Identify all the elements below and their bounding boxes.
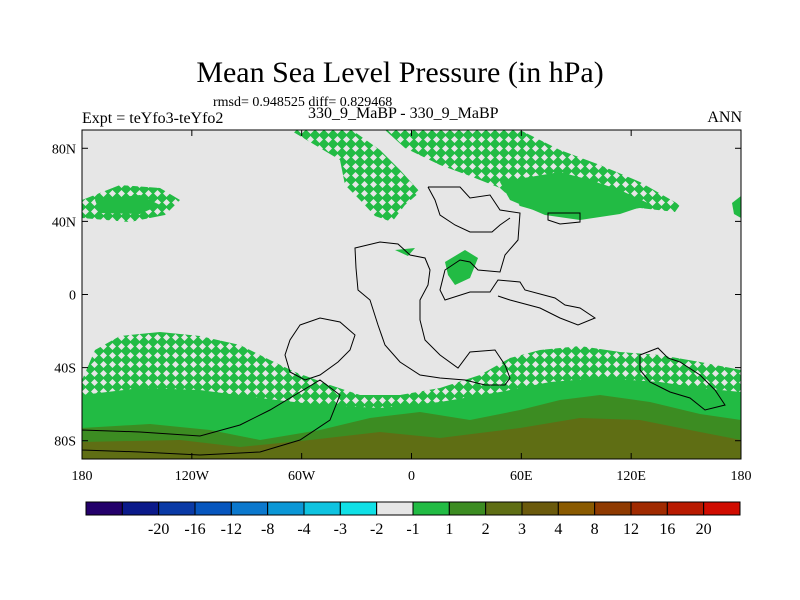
colorbar-label: 16 [659, 521, 675, 538]
colorbar-swatch [557, 501, 596, 516]
colorbar-label: -8 [261, 521, 274, 538]
north-atlantic-band [290, 130, 420, 222]
x-axis: 180 120W 60W 0 60E 120E 180 [72, 130, 752, 484]
experiment-subtitle: 330_9_MaBP - 330_9_MaBP [308, 105, 499, 122]
colorbar-swatch [339, 501, 378, 516]
colorbar-swatch [85, 501, 123, 516]
colorbar-label: -4 [297, 521, 310, 538]
colorbar-label: -12 [221, 521, 242, 538]
tropical-patch [445, 250, 478, 285]
colorbar-swatch [376, 501, 414, 516]
colorbar-swatch [230, 501, 269, 516]
antarctica-outline [82, 379, 341, 456]
experiment-label: Expt = teYfo3-teYfo2 [82, 110, 224, 127]
colorbar-swatch [521, 501, 559, 516]
x-tick-label: 180 [72, 469, 93, 484]
tropical-patch-small [395, 248, 415, 256]
x-tick-label: 60W [288, 469, 316, 484]
eurasia-outline [428, 186, 597, 326]
x-tick-label: 120W [175, 469, 210, 484]
y-tick-label: 40S [54, 362, 76, 377]
colorbar-label: 12 [623, 521, 639, 538]
colorbar-swatch [267, 501, 305, 516]
europe-outline [427, 186, 511, 233]
australia-outline [639, 347, 726, 411]
north-pacific-core-west [95, 195, 160, 214]
north-pacific-band-east [732, 196, 741, 218]
colorbar-label: 8 [591, 521, 599, 538]
colorbar-label: -2 [370, 521, 383, 538]
colorbar-swatch [412, 501, 450, 516]
colorbar-swatch [121, 501, 160, 516]
colorbar: -20 -16 -12 -8 -4 -3 -2 -1 1 2 3 4 8 12 16 20 [85, 501, 741, 538]
x-tick-label: 180 [731, 469, 752, 484]
asia-inset-outline [547, 212, 581, 225]
y-axis: 80N 40N 0 40S 80S [52, 142, 741, 450]
map-field [82, 130, 741, 459]
colorbar-swatch [303, 501, 341, 516]
x-tick-label: 120E [616, 469, 646, 484]
rmsd-diff-stats: rmsd= 0.948525 diff= 0.829468 [213, 95, 393, 110]
map-title: Mean Sea Level Pressure (in hPa) [196, 56, 604, 89]
colorbar-swatch [158, 501, 196, 516]
x-tick-label: 0 [408, 469, 415, 484]
colorbar-swatch [666, 501, 705, 516]
colorbar-label: 4 [554, 521, 562, 538]
colorbar-label: 1 [445, 521, 453, 538]
colorbar-swatch [594, 501, 632, 516]
colorbar-label: 20 [696, 521, 712, 538]
y-tick-label: 40N [52, 215, 76, 230]
y-tick-label: 0 [69, 289, 76, 304]
x-tick-label: 60E [510, 469, 533, 484]
season-label: ANN [707, 109, 742, 126]
y-tick-label: 80N [52, 142, 76, 157]
colorbar-label: -3 [334, 521, 347, 538]
colorbar-swatch [703, 501, 741, 516]
eurasia-core [500, 172, 650, 220]
colorbar-swatch [448, 501, 487, 516]
colorbar-label: -20 [148, 521, 169, 538]
africa-outline [354, 241, 511, 386]
colorbar-swatch [630, 501, 668, 516]
colorbar-label: 2 [482, 521, 490, 538]
coastlines [82, 186, 726, 456]
antarctic-level-4 [82, 418, 741, 459]
colorbar-swatch [485, 501, 523, 516]
y-tick-label: 80S [54, 435, 76, 450]
colorbar-label: -16 [184, 521, 205, 538]
colorbar-label: 3 [518, 521, 526, 538]
colorbar-label: -1 [406, 521, 419, 538]
south-america-outline [284, 317, 356, 381]
colorbar-swatch [194, 501, 232, 516]
